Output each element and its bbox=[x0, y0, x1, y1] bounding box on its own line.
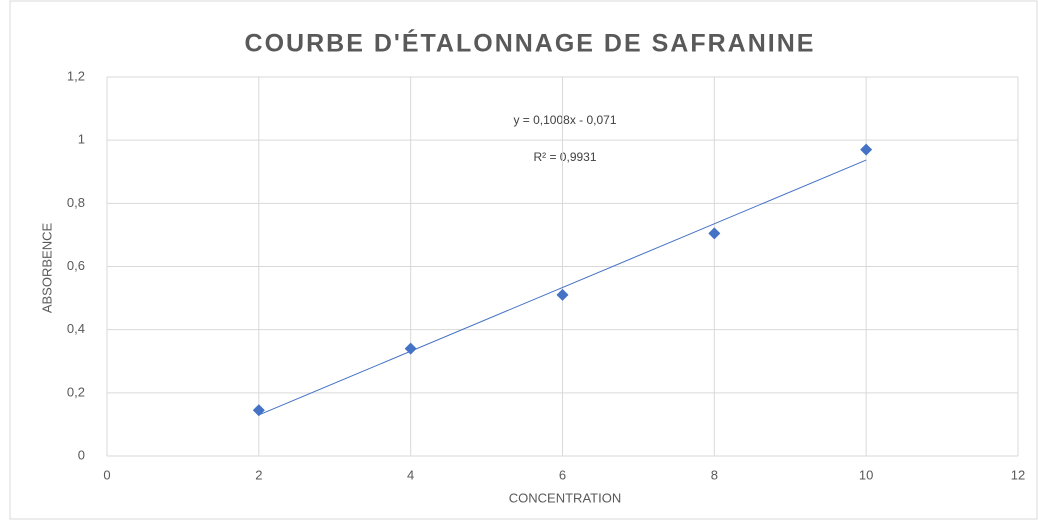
data-point bbox=[860, 143, 873, 156]
y-axis-label: ABSORBENCE bbox=[39, 223, 54, 314]
chart-title: COURBE D'ÉTALONNAGE DE SAFRANINE bbox=[245, 29, 816, 58]
x-tick-label: 12 bbox=[1011, 467, 1025, 482]
y-tick-label: 0,2 bbox=[67, 384, 85, 399]
equation: y = 0,1008x - 0,071 bbox=[513, 113, 616, 127]
y-tick-label: 1,2 bbox=[67, 68, 85, 83]
x-tick-label: 0 bbox=[103, 467, 110, 482]
x-tick-label: 6 bbox=[559, 467, 566, 482]
x-tick-label: 10 bbox=[859, 467, 873, 482]
x-tick-label: 2 bbox=[255, 467, 262, 482]
y-tick-label: 0 bbox=[78, 447, 85, 462]
data-point bbox=[252, 404, 265, 417]
y-tick-label: 0,4 bbox=[67, 321, 85, 336]
trendline bbox=[258, 159, 867, 416]
y-tick-label: 0,8 bbox=[67, 195, 85, 210]
x-tick-label: 4 bbox=[407, 467, 414, 482]
data-point bbox=[404, 342, 417, 355]
r-squared: R² = 0,9931 bbox=[533, 150, 596, 164]
chart-border bbox=[9, 0, 1038, 520]
x-axis-label: CONCENTRATION bbox=[509, 490, 621, 505]
y-tick-label: 1 bbox=[78, 132, 85, 147]
data-point bbox=[708, 227, 721, 240]
x-tick-label: 8 bbox=[711, 467, 718, 482]
y-tick-label: 0,6 bbox=[67, 258, 85, 273]
data-point bbox=[556, 288, 569, 301]
